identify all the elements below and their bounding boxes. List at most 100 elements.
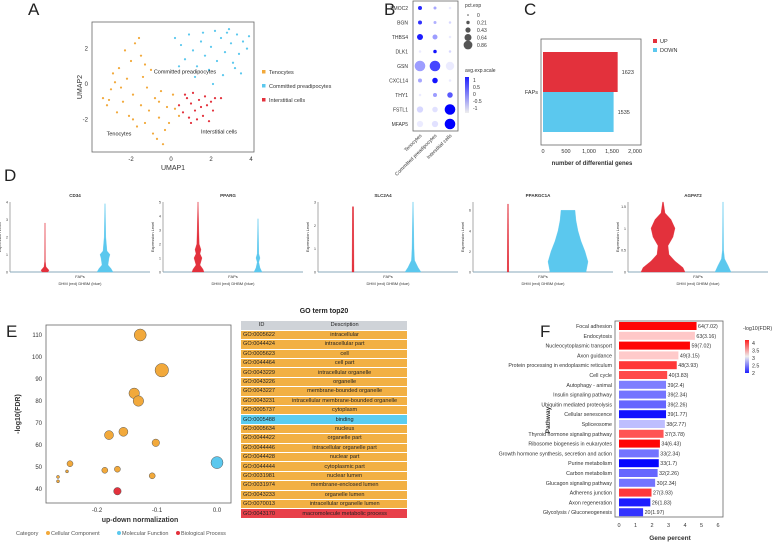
umap-point	[139, 104, 143, 107]
violin-title: CD34	[69, 193, 81, 198]
umap-point	[201, 114, 205, 117]
color-legend-title: avg.exp.scale	[465, 68, 496, 74]
umap-point	[227, 28, 231, 31]
pathway-bar	[619, 478, 656, 487]
umap-point	[245, 47, 249, 50]
size-legend-label: 0.64	[477, 36, 487, 42]
violin-y-tick: 2	[6, 236, 8, 240]
violin-y-tick: 1	[314, 247, 316, 251]
umap-point	[139, 54, 143, 57]
go-description: membrane-bounded organelle	[282, 386, 407, 397]
umap-point	[131, 93, 135, 96]
size-legend-label: 0	[477, 13, 480, 19]
go-y-tick: 110	[32, 333, 42, 339]
go-y-tick: 100	[32, 355, 43, 361]
go-description: nuclear part	[282, 452, 407, 463]
umap-point	[149, 68, 153, 71]
umap-point	[135, 125, 139, 128]
dotplot-dot	[448, 21, 452, 24]
go-description: intracellular membrane-bounded organelle	[282, 396, 407, 407]
size-legend-dot	[463, 40, 473, 50]
go-description: intracellular part	[282, 339, 407, 350]
go-table: ID Description GO:0005622 intracellular GO…	[241, 321, 407, 519]
umap-point	[163, 128, 167, 132]
bar-frame	[540, 38, 642, 146]
violin-y-tick: 1	[159, 257, 161, 261]
umap-cluster-annotation: Interstitial cells	[201, 130, 237, 136]
pathway-legend-title: -log10(FDR)	[743, 326, 772, 332]
violin-y-tick: 4	[469, 229, 471, 233]
dotplot-dot	[433, 49, 437, 54]
umap-point	[137, 36, 141, 40]
umap-point	[179, 43, 183, 47]
go-y-tick: 70	[35, 421, 42, 427]
go-x-tick: -0.1	[152, 508, 163, 514]
pathway-bar	[619, 390, 667, 399]
dotplot-dot	[417, 34, 423, 40]
violin-caption: DHM (red) DHBM (blue)	[367, 281, 411, 286]
umap-point	[143, 63, 147, 66]
umap-point	[109, 88, 113, 91]
pathway-label: Ribosome biogenesis in eukaryotes	[528, 442, 612, 448]
pathway-value-label: 30(2.34)	[657, 481, 677, 487]
pathway-label: Purine metabolism	[568, 461, 612, 467]
umap-plot-frame	[91, 21, 255, 153]
go-table-header-description: Description	[282, 321, 407, 331]
umap-point	[119, 86, 123, 89]
violin-y-tick: 4	[6, 201, 8, 205]
violin-y-tick: 4	[159, 215, 161, 219]
violin-y-tick: 2	[159, 243, 161, 247]
dotplot-gene-label: DLK1	[395, 50, 408, 56]
umap-point	[211, 82, 215, 86]
umap-legend-label: Interstitial cells	[269, 98, 305, 104]
umap-point	[241, 40, 245, 43]
umap-point	[105, 104, 109, 107]
violin-x-label: FAPs	[693, 274, 703, 279]
umap-point	[215, 59, 219, 63]
umap-point	[145, 86, 149, 89]
go-id: GO:0005488	[241, 414, 283, 425]
pathway-legend-label: 2	[752, 371, 755, 377]
violin-x-label: FAPs	[538, 274, 548, 279]
violin-y-label: Expression Level	[305, 222, 310, 253]
umap-point	[123, 49, 127, 52]
pathway-label: Spliceosome	[582, 422, 612, 428]
violin-blue	[714, 201, 732, 273]
umap-point	[219, 36, 223, 40]
pathway-bar	[619, 341, 690, 350]
violin-blue	[96, 203, 114, 273]
go-description: membrane-enclosed lumen	[282, 480, 407, 491]
go-table-row: GO:0005622 intracellular	[241, 330, 407, 341]
go-table-row: GO:0043227 membrane-bounded organelle	[241, 386, 407, 397]
pathway-color-legend-bar	[745, 340, 749, 373]
legend-swatch	[653, 48, 657, 52]
violin-blue	[253, 218, 263, 273]
umap-point	[209, 45, 213, 48]
dotplot-dot	[431, 120, 439, 128]
pathway-x-tick: 3	[667, 523, 670, 529]
umap-point	[203, 54, 207, 57]
umap-point	[223, 51, 227, 54]
pathway-legend-label: 4	[752, 341, 755, 347]
umap-point	[213, 97, 217, 100]
violin-blue	[547, 210, 589, 273]
pathway-value-label: 63(3.16)	[696, 334, 716, 340]
color-legend-label: 0	[473, 92, 476, 98]
bar-x-tick: 1,500	[605, 149, 619, 155]
go-bubble	[154, 363, 169, 378]
violin-title: PPARGC1A	[526, 193, 551, 198]
pathway-label: Nucleocytoplasmic transport	[545, 344, 612, 350]
go-id: GO:0043229	[241, 367, 283, 378]
pathway-value-label: 37(3.78)	[665, 432, 685, 438]
panel-label-d: D	[4, 166, 17, 185]
dotplot-dot	[445, 61, 455, 71]
umap-point	[183, 93, 187, 96]
dotplot-dot	[414, 60, 426, 72]
dotplot-dot	[448, 35, 452, 39]
umap-point	[213, 29, 217, 32]
pathway-value-label: 32(2.26)	[659, 471, 679, 477]
violin-y-tick: 3	[314, 201, 316, 205]
umap-y-tick: 2	[85, 47, 89, 53]
dotplot-dot	[433, 6, 437, 10]
go-legend-dot	[46, 531, 50, 535]
